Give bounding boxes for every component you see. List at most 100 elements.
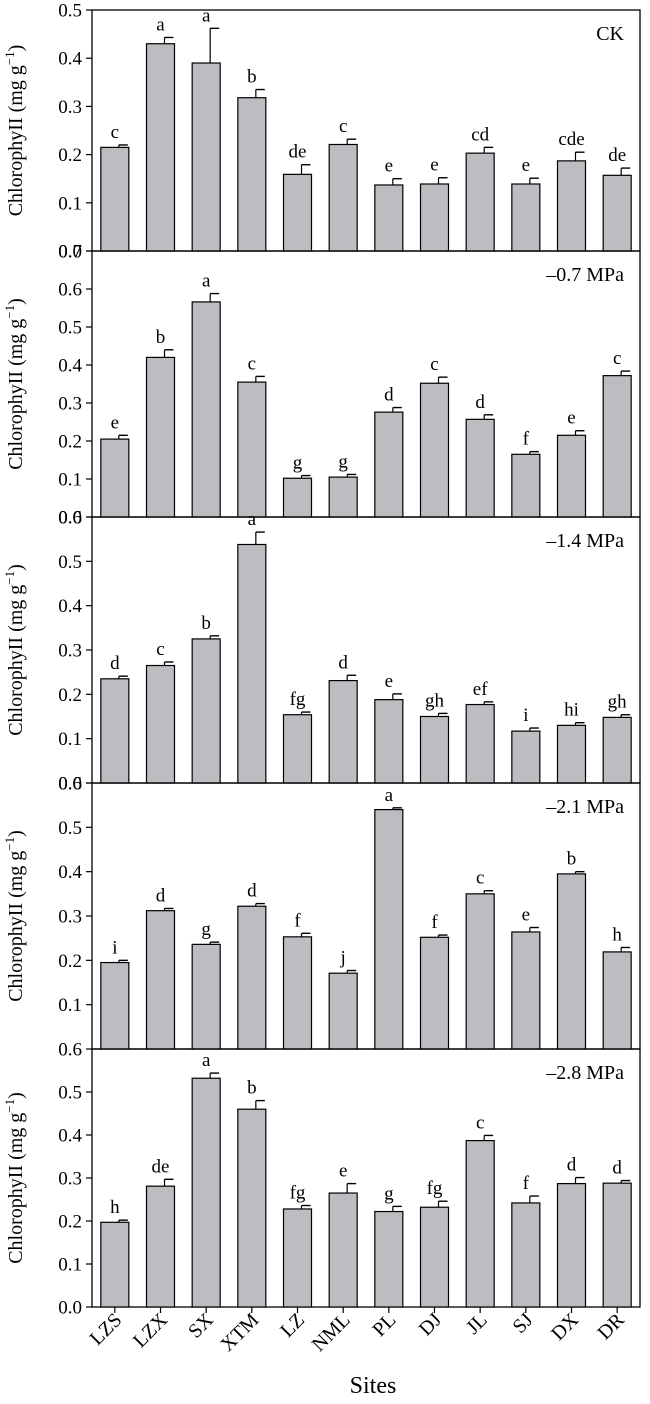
y-tick-label: 0.5 (58, 552, 82, 573)
y-tick-label: 0.1 (58, 729, 82, 750)
bar-JL (465, 418, 495, 518)
significance-letter: e (522, 905, 530, 926)
significance-letter: e (339, 1161, 347, 1182)
bar-NML (328, 972, 358, 1050)
significance-letter: h (110, 1197, 120, 1218)
y-axis-label-end: ) (5, 298, 27, 305)
x-tick-label-LZ: LZ (276, 1309, 309, 1342)
panel-label: –1.4 MPa (545, 530, 624, 552)
significance-letter: e (522, 155, 530, 176)
y-tick-label: 0.7 (58, 242, 82, 263)
bar-LZS (100, 961, 130, 1050)
bar-SJ (511, 1202, 541, 1308)
y-axis-label-superscript: −1 (2, 51, 17, 65)
bar-LZX (145, 910, 176, 1050)
bar-DR (602, 951, 632, 1050)
panel-label: –0.7 MPa (545, 264, 624, 286)
panel-4: 0.1 0.2 0.3 0.4 0.5 0.6 ChlorophyII (mg g−1) –2… (2, 774, 641, 1050)
significance-letter: b (247, 67, 257, 88)
significance-letter: cd (471, 124, 489, 145)
significance-letter: g (293, 453, 303, 474)
bar-DR (602, 174, 632, 252)
bar-LZX (145, 664, 176, 784)
bar-SX (191, 638, 221, 784)
y-axis-label-end: ) (5, 1092, 27, 1099)
significance-letter: fg (290, 1183, 306, 1204)
panel-label: CK (596, 23, 624, 45)
y-axis-label-end: ) (5, 830, 27, 837)
y-tick-label: 0.5 (58, 1, 82, 22)
y-axis-label-main: ChlorophyII (mg g (5, 585, 27, 736)
bar-DX (556, 434, 587, 518)
bar-NML (328, 143, 358, 252)
bar-XTM (237, 1108, 267, 1308)
bar-JL (465, 1139, 495, 1308)
y-tick-label: 0.6 (58, 774, 82, 795)
x-tick-label-NML: NML (308, 1309, 355, 1356)
y-tick-label: 0.0 (58, 1298, 82, 1319)
significance-letter: a (202, 5, 211, 26)
significance-letter: e (111, 412, 119, 433)
y-axis-label-superscript: −1 (2, 1099, 17, 1113)
significance-letter: d (612, 1158, 622, 1179)
bar-PL (374, 808, 404, 1050)
significance-letter: b (201, 613, 211, 634)
y-tick-label: 0.2 (58, 951, 82, 972)
significance-letter: d (338, 652, 348, 673)
y-axis-label-main: ChlorophyII (mg g (5, 1113, 27, 1264)
y-tick-label: 0.4 (58, 49, 82, 70)
significance-letter: e (385, 671, 393, 692)
y-tick-label: 0.5 (58, 1083, 82, 1104)
x-tick-label-LZX: LZX (129, 1309, 172, 1352)
y-tick-label: 0.1 (58, 470, 82, 491)
significance-letter: b (567, 849, 577, 870)
bar-SJ (511, 730, 541, 784)
y-axis-label-superscript: −1 (2, 571, 17, 585)
bar-LZX (145, 1185, 176, 1308)
y-tick-label: 0.1 (58, 193, 82, 214)
bar-NML (328, 679, 358, 784)
bar-DJ (419, 936, 450, 1050)
bar-LZX (145, 356, 176, 518)
bar-XTM (237, 543, 267, 784)
significance-letter: a (202, 271, 211, 292)
bar-DR (602, 1182, 632, 1308)
panel-label: –2.1 MPa (545, 796, 624, 818)
bar-SJ (511, 931, 541, 1050)
y-tick-label: 0.1 (58, 995, 82, 1016)
bar-SX (191, 943, 221, 1050)
significance-letter: g (384, 1183, 394, 1204)
y-tick-label: 0.4 (58, 862, 82, 883)
bar-DJ (419, 1206, 450, 1308)
significance-letter: d (247, 881, 257, 902)
bar-SX (191, 1077, 221, 1308)
significance-letter: c (476, 1112, 484, 1133)
y-axis-label: ChlorophyII (mg g−1) (2, 298, 27, 470)
panel-2: 0.0 0.1 0.2 0.3 0.4 0.5 0.6 0.7 ChlorophyII (mg … (2, 242, 641, 529)
bar-JL (465, 893, 495, 1050)
y-tick-label: 0.2 (58, 145, 82, 166)
y-tick-label: 0.0 (58, 774, 82, 795)
y-tick-label: 0.3 (58, 394, 82, 415)
bar-PL (374, 699, 404, 784)
y-tick-label: 0.3 (58, 1169, 82, 1190)
significance-letter: g (338, 451, 348, 472)
significance-letter: d (110, 653, 120, 674)
y-axis-label-end: ) (5, 45, 27, 52)
y-tick-label: 0.5 (58, 318, 82, 339)
significance-letter: c (156, 639, 164, 660)
significance-letter: i (523, 705, 528, 726)
y-axis-label-end: ) (5, 564, 27, 571)
y-tick-label: 0.2 (58, 685, 82, 706)
panel-1: 0.0 0.1 0.2 0.3 0.4 0.5 ChlorophyII (mg g−1) CK… (2, 1, 641, 263)
bar-SJ (511, 183, 541, 252)
bar-XTM (237, 381, 267, 518)
bar-PL (374, 411, 404, 518)
significance-letter: a (156, 14, 165, 35)
significance-letter: a (385, 785, 394, 806)
bar-DJ (419, 382, 450, 518)
bar-LZS (100, 146, 130, 252)
bar-PL (374, 1210, 404, 1308)
y-axis-label-main: ChlorophyII (mg g (5, 319, 27, 470)
